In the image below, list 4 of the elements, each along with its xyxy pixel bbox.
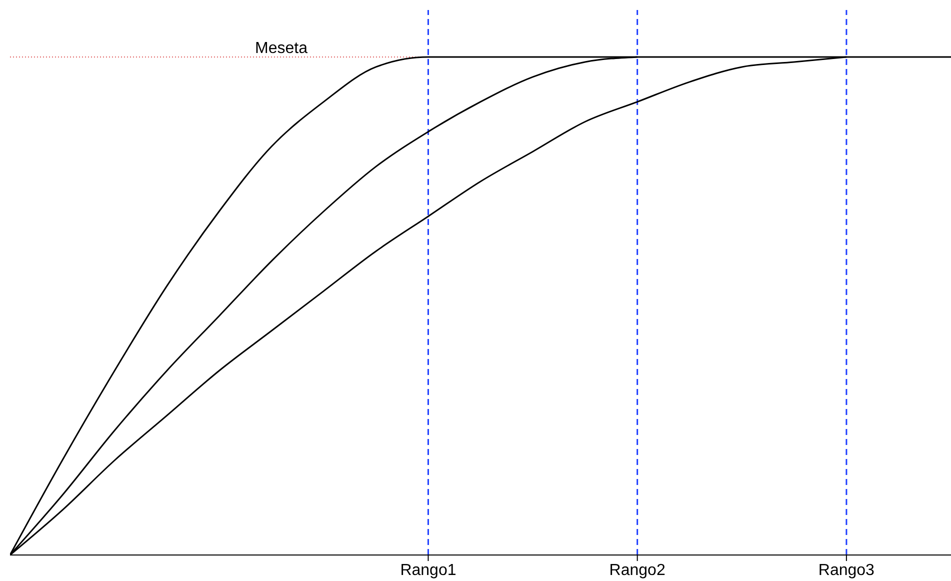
x-tick-label: Rango2 [609,562,666,579]
x-tick-label: Rango1 [400,562,456,579]
ref-line-label: Meseta [255,40,308,57]
x-tick-label: Rango3 [818,562,875,579]
